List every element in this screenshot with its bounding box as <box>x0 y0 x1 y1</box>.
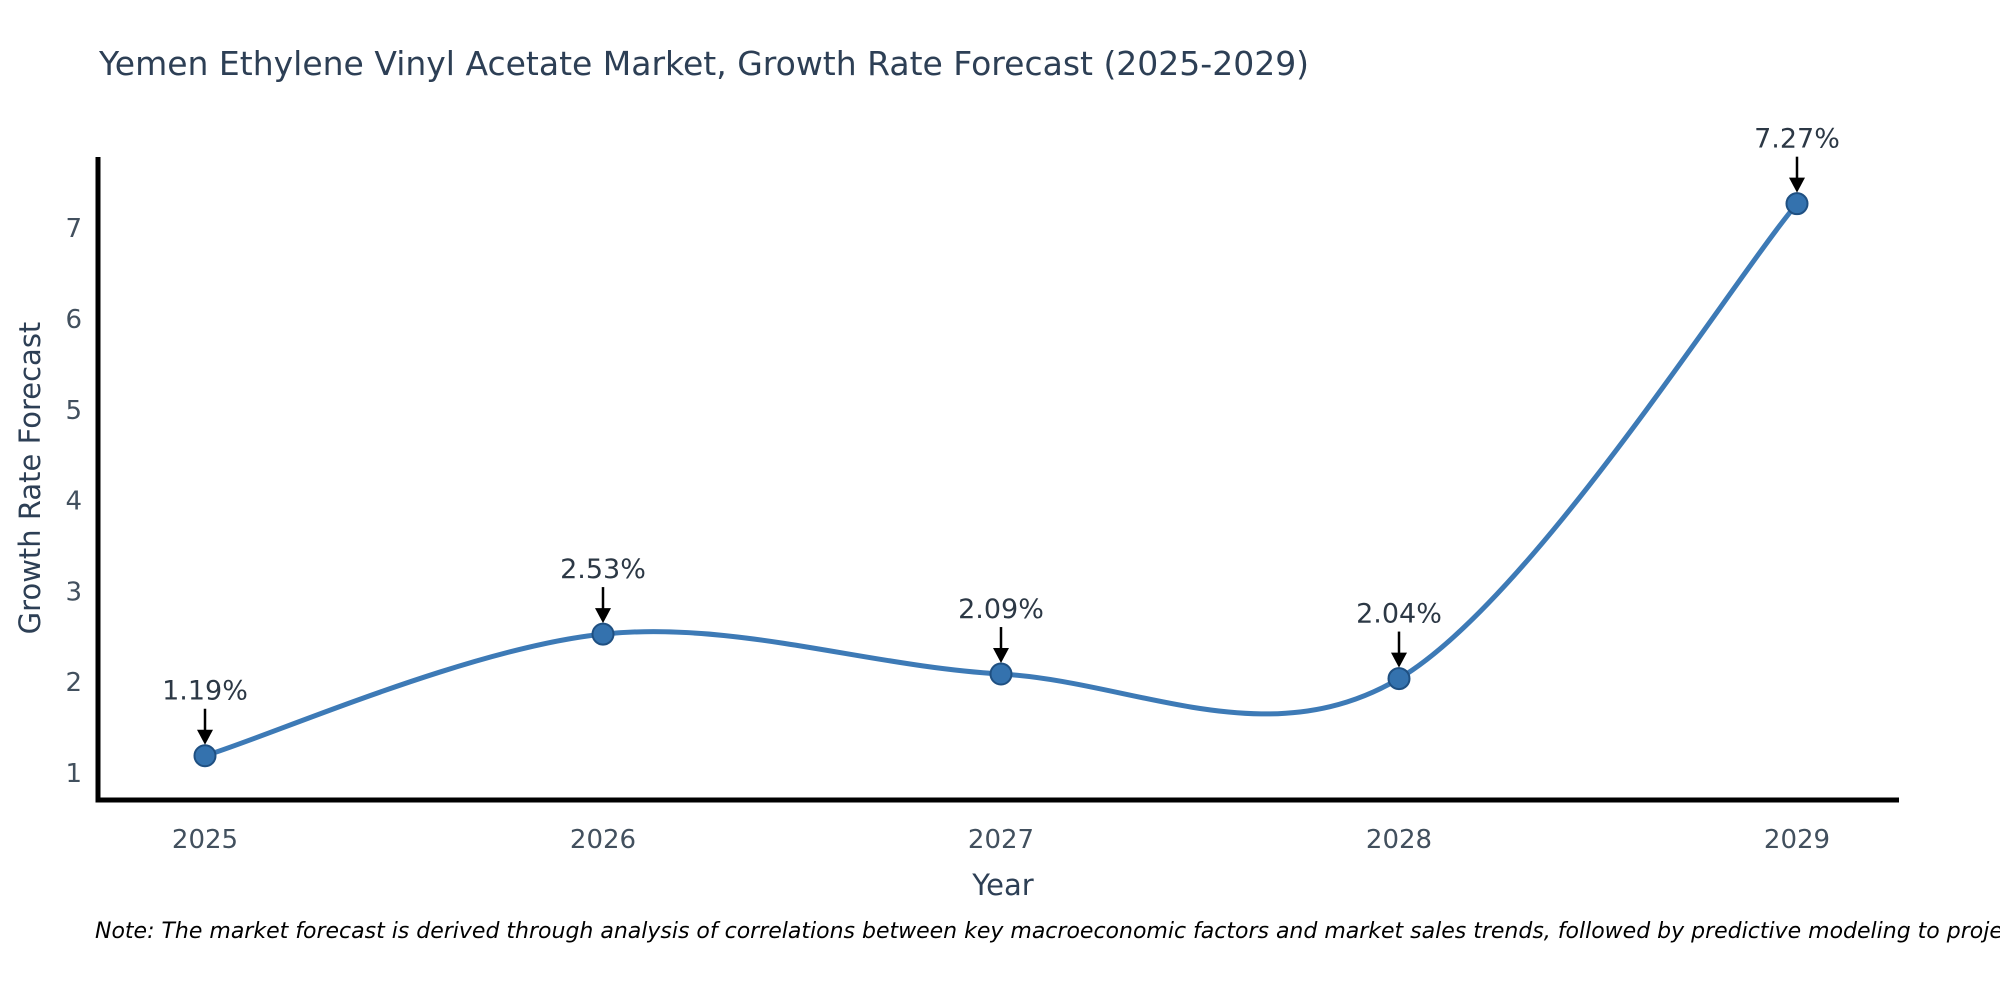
x-tick-label: 2026 <box>570 825 636 855</box>
data-point-marker <box>591 622 615 646</box>
annotation-arrow-head <box>993 648 1009 664</box>
data-point-marker <box>989 662 1013 686</box>
x-axis-title: Year <box>972 868 1034 902</box>
y-tick-label: 7 <box>65 214 82 244</box>
chart-title: Yemen Ethylene Vinyl Acetate Market, Gro… <box>99 44 1310 83</box>
y-tick-label: 3 <box>65 577 82 607</box>
y-tick-label: 1 <box>65 759 82 789</box>
footnote: Note: The market forecast is derived thr… <box>95 919 2000 944</box>
x-tick-label: 2029 <box>1764 825 1830 855</box>
x-tick-label: 2028 <box>1366 825 1432 855</box>
annotation-arrow-head <box>197 729 213 745</box>
y-tick-label: 2 <box>65 668 82 698</box>
x-tick-label: 2025 <box>172 825 238 855</box>
data-point-marker <box>1387 667 1411 691</box>
data-point-label: 2.04% <box>1356 599 1442 630</box>
y-axis-title: Growth Rate Forecast <box>13 321 47 635</box>
annotation-arrow-head <box>1391 652 1407 668</box>
annotation-arrow-head <box>595 608 611 624</box>
data-point-label: 7.27% <box>1754 124 1840 155</box>
x-tick-label: 2027 <box>968 825 1034 855</box>
forecast-line <box>202 201 1800 759</box>
data-point-label: 2.53% <box>560 554 646 585</box>
y-tick-label: 4 <box>65 487 82 517</box>
plot-series-group: 1 2 3 4 5 6 7 2025 2026 2027 2028 2029 1.19% 2.53% 2.0… <box>65 124 1839 855</box>
data-point-label: 1.19% <box>162 676 248 707</box>
data-point-marker <box>1785 192 1809 216</box>
y-tick-label: 5 <box>65 396 82 426</box>
data-point-label: 2.09% <box>958 594 1044 625</box>
annotation-arrow-head <box>1789 177 1805 193</box>
y-tick-label: 6 <box>65 305 82 335</box>
data-point-marker <box>193 744 217 768</box>
